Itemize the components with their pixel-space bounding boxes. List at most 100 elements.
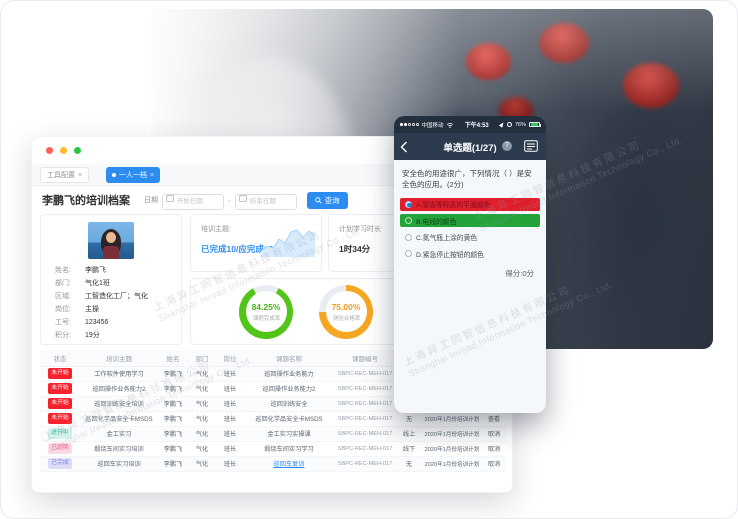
row-action-link[interactable]: 取消 — [487, 446, 501, 453]
field-label: 积分: — [55, 332, 71, 339]
post-cell: 班长 — [216, 456, 244, 472]
mode-cell: 线上 — [396, 426, 422, 442]
field-value: 李鹏飞 — [85, 267, 106, 274]
row-action-link[interactable]: 取消 — [487, 461, 501, 468]
question-text: 安全色的用途很广，下列情况（ ）是安全色的应用。(2分) — [402, 169, 532, 190]
field-label: 区域: — [55, 293, 71, 300]
training-topic-card: 培训主题: 已完成10/应完成12 — [190, 214, 322, 272]
column-header: 岗位 — [216, 350, 244, 367]
course-cell: 煅烧车间实习学习 — [264, 446, 314, 453]
phone-screen: 中国移动 下午4:53 76% 单选题(1/27) ? — [394, 116, 546, 413]
profile-field-row: 工号: 123456 — [41, 316, 181, 329]
mode-cell: 无 — [396, 456, 422, 472]
calendar-icon — [238, 194, 247, 203]
profile-field-row: 积分: 19分 — [41, 329, 181, 342]
minimize-window-icon[interactable] — [60, 147, 67, 154]
table-row[interactable]: 已完成 巡回车实习培训 李鹏飞 气化 班长 巡回车复训 SBPC-REC-MEH… — [40, 456, 506, 472]
answer-option[interactable]: D.紧急停止按钮的颜色 — [400, 247, 540, 260]
course-cell: 巡回化学品安全卡MSDS — [255, 416, 323, 423]
plan-value: 1时34分 — [339, 244, 371, 254]
donut-ring: 75.00% 测验合格率 — [319, 284, 373, 339]
metric-label: 测验合格率 — [332, 315, 360, 322]
donut-ring: 84.25% 课题完成率 — [239, 284, 293, 339]
profile-field-row: 部门: 气化1班 — [41, 277, 181, 290]
field-label: 部门: — [55, 280, 71, 287]
name-cell: 李鹏飞 — [158, 441, 188, 457]
table-row[interactable]: 未开始 巡回化学品安全卡MSDS 李鹏飞 气化 班长 巡回化学品安全卡MSDS … — [40, 411, 506, 427]
metric-donut: 75.00% 测验合格率 — [319, 284, 373, 339]
post-cell: 班长 — [216, 426, 244, 442]
column-header: 姓名 — [158, 350, 188, 367]
status-badge: 未开始 — [48, 398, 72, 409]
course-code-cell: SBPC-REC-MEH-017 — [334, 381, 396, 397]
column-header: 课题名称 — [244, 350, 334, 367]
dept-cell: 气化 — [188, 381, 216, 397]
help-icon[interactable]: ? — [502, 141, 512, 151]
dept-cell: 气化 — [188, 411, 216, 427]
table-row[interactable]: 进行中 金工实习 李鹏飞 气化 班长 金工实习实操课 SBPC-REC-MEH-… — [40, 426, 506, 442]
status-badge: 已超期 — [48, 443, 72, 454]
metric-donut: 84.25% 课题完成率 — [239, 284, 293, 339]
topic-cell: 煅烧车间实习培训 — [80, 441, 158, 457]
course-cell: 金工实习实操课 — [267, 431, 311, 438]
name-cell: 李鹏飞 — [158, 456, 188, 472]
plan-cell: 2020年1月份培训计划 — [422, 411, 482, 427]
field-value: 气化1班 — [85, 280, 110, 287]
topic-cell: 工作软件使用学习 — [80, 366, 158, 382]
row-action-link[interactable]: 查看 — [487, 416, 501, 423]
answer-option[interactable]: C.氮气瓶上涂的黄色 — [400, 231, 540, 244]
battery-icon — [529, 121, 541, 128]
topic-cell: 巡回训练安全培训 — [80, 396, 158, 412]
answer-sheet-icon[interactable] — [524, 140, 538, 152]
window-controls — [46, 147, 81, 154]
radio-icon — [405, 200, 412, 208]
back-button[interactable] — [394, 141, 414, 153]
answer-option[interactable]: A.警告等标志的平面颜色 — [400, 197, 540, 211]
search-button[interactable]: 查询 — [306, 191, 348, 209]
field-value: 工智造化工厂；气化 — [85, 293, 148, 300]
name-cell: 李鹏飞 — [158, 396, 188, 412]
close-window-icon[interactable] — [46, 147, 53, 154]
answer-option[interactable]: B.电线的颜色 — [400, 214, 540, 227]
course-cell: 巡回车复训 — [273, 461, 305, 468]
field-label: 工号: — [55, 319, 71, 326]
plan-cell: 2020年1月份培训计划 — [422, 426, 482, 442]
course-code-cell: SBPC-REC-MEH-017 — [334, 411, 396, 427]
mode-cell: 线下 — [396, 441, 422, 457]
close-tab-icon[interactable]: × — [78, 171, 83, 179]
table-row[interactable]: 已超期 煅烧车间实习培训 李鹏飞 气化 班长 煅烧车间实习学习 SBPC-REC… — [40, 441, 506, 457]
metric-value: 75.00% — [331, 301, 361, 312]
status-badge: 已完成 — [48, 458, 72, 469]
row-action-link[interactable]: 取消 — [487, 431, 501, 438]
phone-nav-bar: 单选题(1/27) ? — [394, 133, 546, 160]
topic-cell: 金工实习 — [80, 426, 158, 442]
metric-label: 课题完成率 — [252, 315, 280, 322]
post-cell: 班长 — [216, 366, 244, 382]
maximize-window-icon[interactable] — [74, 147, 81, 154]
end-date-input[interactable] — [234, 193, 297, 210]
dept-cell: 气化 — [188, 426, 216, 442]
name-cell: 李鹏飞 — [158, 411, 188, 427]
post-cell: 班长 — [216, 381, 244, 397]
start-date-input[interactable] — [162, 193, 224, 210]
radio-icon — [405, 217, 412, 224]
course-cell: 巡回训练安全 — [270, 401, 308, 408]
topic-value: 已完成10/应完成12 — [201, 244, 274, 254]
signal-strength-icon — [400, 123, 419, 126]
tab-tool-config[interactable]: 工具配置 × — [40, 167, 90, 183]
name-cell: 李鹏飞 — [158, 426, 188, 442]
profile-field-row: 姓名: 李鹏飞 — [41, 264, 181, 277]
topic-cell: 巡回化学品安全卡MSDS — [80, 411, 158, 427]
column-header: 部门 — [188, 350, 216, 367]
topic-cell: 巡回车实习培训 — [80, 456, 158, 472]
profile-card: 姓名: 李鹏飞 部门: 气化1班 区域: 工智造化工厂；气化 岗位: 主操 工号… — [40, 214, 182, 345]
name-cell: 李鹏飞 — [158, 366, 188, 382]
name-cell: 李鹏飞 — [158, 381, 188, 397]
close-tab-icon[interactable]: × — [150, 171, 155, 179]
field-value: 123456 — [85, 319, 109, 326]
tab-bar: 工具配置 × 一人一档 × — [32, 164, 512, 186]
location-arrow-icon — [498, 121, 506, 128]
tab-one-person-one-file[interactable]: 一人一档 × — [106, 167, 161, 183]
column-header: 状态 — [40, 350, 80, 367]
